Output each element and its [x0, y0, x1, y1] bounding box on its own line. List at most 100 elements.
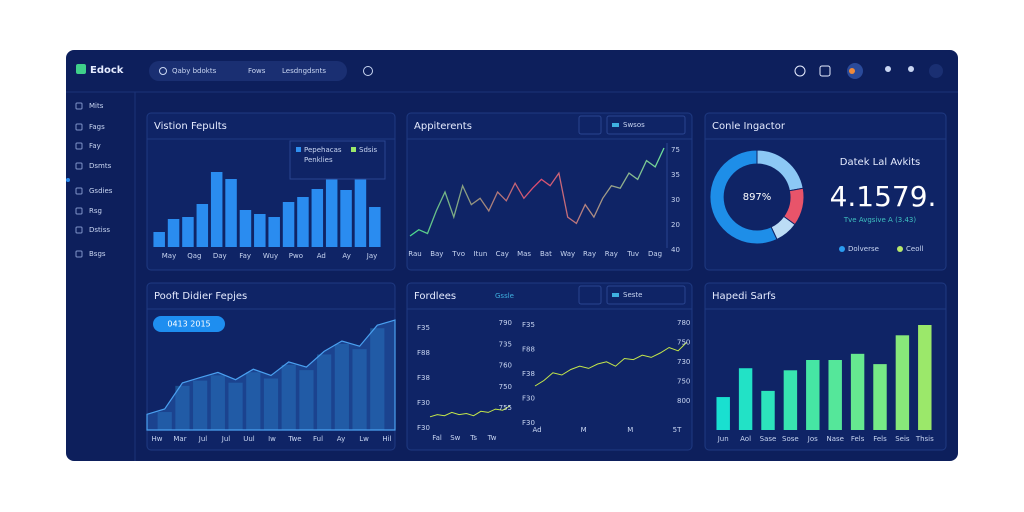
nav-item[interactable]: Fay — [89, 142, 101, 150]
bar — [354, 177, 367, 247]
y-tick-label: F35 — [522, 321, 535, 329]
y-tick-label: 755 — [499, 404, 512, 412]
bar — [828, 360, 842, 430]
nav-icon — [75, 162, 83, 170]
nav-icon — [75, 123, 83, 131]
donut-segment — [709, 149, 778, 245]
card-title: Fordlees — [414, 291, 456, 302]
clock-icon[interactable] — [363, 66, 373, 76]
y-tick-label: F88 — [417, 349, 430, 357]
logo — [76, 64, 86, 74]
x-tick-label: M — [581, 426, 587, 434]
nav-item[interactable]: Dsmts — [89, 162, 112, 170]
dropdown-icon — [612, 123, 619, 127]
bar — [325, 179, 338, 247]
area-column — [352, 349, 367, 430]
x-tick-label: Ray — [583, 250, 596, 258]
bar — [895, 335, 910, 430]
search-bar[interactable] — [149, 61, 347, 81]
x-tick-label: Dag — [648, 250, 662, 258]
menu-icon[interactable] — [929, 64, 943, 78]
search-text: Lesdngdsnts — [282, 67, 326, 75]
bar — [167, 219, 180, 247]
y-tick-label: 75 — [671, 146, 680, 154]
legend-label: Dolverse — [848, 245, 879, 253]
area-column — [157, 412, 172, 430]
stat-note: Tve Avgsive A (3.43) — [843, 216, 917, 224]
x-tick-label: Aol — [740, 435, 751, 443]
card — [406, 112, 693, 271]
x-tick-label: Seis — [895, 435, 910, 443]
search-text: Qaby bdokts — [172, 67, 217, 75]
x-tick-label: Rau — [408, 250, 421, 258]
legend-label: Pepehacas — [304, 146, 342, 154]
card-title: Appiterents — [414, 121, 472, 132]
x-tick-label: Day — [213, 252, 227, 260]
x-tick-label: Cay — [496, 250, 509, 258]
x-tick-label: Fay — [239, 252, 251, 260]
dropdown-toggle[interactable] — [578, 115, 602, 135]
area-column — [246, 372, 261, 430]
bar — [268, 217, 280, 247]
x-tick-label: Itun — [474, 250, 488, 258]
x-tick-label: Jul — [198, 435, 208, 443]
legend-box — [289, 140, 386, 180]
bell-icon[interactable] — [885, 66, 891, 72]
nav-active — [66, 178, 70, 182]
bar — [850, 353, 865, 430]
y-tick-label: 750 — [499, 383, 512, 391]
x-tick-label: Lw — [359, 435, 369, 443]
badge-text: 0413 2015 — [167, 320, 210, 329]
bar — [918, 325, 932, 430]
dropdown[interactable] — [606, 115, 686, 135]
area-column — [317, 354, 332, 430]
nav-item[interactable]: Gsdies — [89, 187, 113, 195]
bar — [225, 179, 237, 247]
card-title: Conle Ingactor — [712, 121, 786, 132]
nav-item[interactable]: Fags — [89, 123, 105, 131]
y-tick-label: F88 — [522, 346, 535, 354]
area-column — [228, 382, 243, 430]
y-tick-label: 800 — [677, 397, 690, 405]
y-tick-label: 760 — [499, 362, 512, 370]
nav-item[interactable]: Mits — [89, 102, 104, 110]
bar — [182, 217, 194, 247]
x-tick-label: Jun — [717, 435, 729, 443]
legend-swatch — [351, 147, 356, 152]
dropdown[interactable] — [606, 285, 686, 305]
x-tick-label: Way — [560, 250, 575, 258]
bar — [311, 189, 324, 247]
nav-item[interactable]: Rsg — [89, 207, 102, 215]
y-tick-label: 780 — [677, 319, 690, 327]
bar — [783, 370, 798, 430]
legend-label: Ceoll — [906, 245, 923, 253]
x-tick-label: Tw — [487, 434, 497, 442]
bar — [806, 360, 820, 430]
x-tick-label: Ad — [317, 252, 326, 260]
bar — [282, 202, 295, 247]
legend-swatch — [897, 246, 903, 252]
home-icon[interactable] — [819, 65, 831, 77]
dropdown-icon — [612, 293, 619, 297]
settings-icon[interactable] — [908, 66, 914, 72]
bar — [761, 390, 775, 430]
bar — [340, 190, 352, 247]
dropdown-label: Swsos — [623, 121, 645, 129]
x-tick-label: Ad — [532, 426, 541, 434]
dropdown-toggle[interactable] — [578, 285, 602, 305]
legend-note: Penklies — [304, 156, 333, 164]
x-tick-label: Mas — [517, 250, 531, 258]
y-tick-label: 40 — [671, 246, 680, 254]
area-column — [175, 385, 190, 430]
x-tick-label: Tuv — [626, 250, 639, 258]
timer-icon[interactable] — [794, 65, 806, 77]
x-tick-label: Nase — [826, 435, 843, 443]
x-tick-label: Ray — [605, 250, 618, 258]
line — [409, 147, 665, 237]
nav-item[interactable]: Dstiss — [89, 226, 110, 234]
y-tick-label: F30 — [417, 399, 430, 407]
x-tick-label: Fal — [432, 434, 442, 442]
nav-item[interactable]: Bsgs — [89, 250, 106, 258]
